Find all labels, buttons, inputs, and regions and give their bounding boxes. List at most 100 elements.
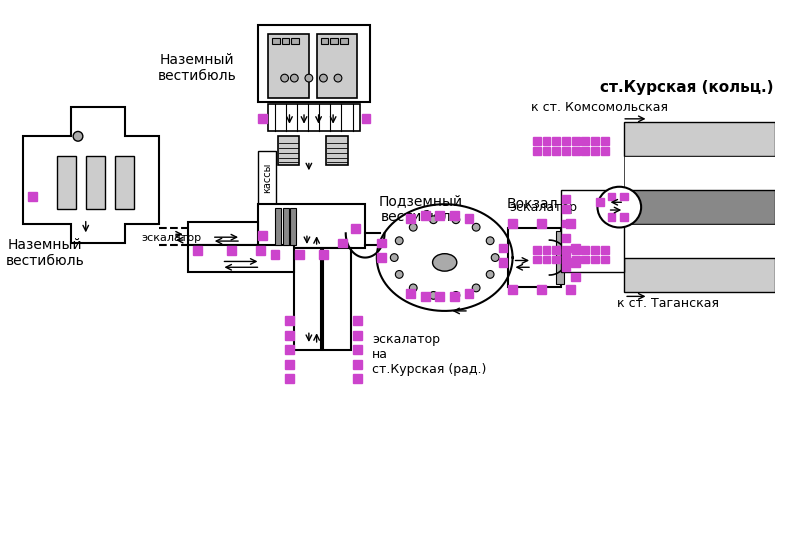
Bar — [353, 374, 362, 383]
Bar — [498, 243, 507, 252]
Bar — [562, 195, 570, 203]
Bar — [562, 234, 570, 242]
Bar — [533, 256, 540, 263]
Bar — [421, 211, 430, 220]
Bar — [465, 214, 473, 223]
Bar — [450, 292, 459, 301]
Bar — [562, 249, 570, 257]
Circle shape — [319, 74, 327, 82]
Bar — [581, 147, 589, 155]
Bar — [572, 246, 580, 254]
Bar — [57, 156, 76, 209]
Bar — [353, 316, 362, 325]
Bar — [552, 147, 560, 155]
Bar — [268, 34, 309, 98]
Bar — [543, 256, 551, 263]
Bar — [562, 147, 570, 155]
Bar — [258, 231, 267, 240]
Bar — [351, 224, 359, 233]
Bar — [561, 190, 624, 272]
Bar — [258, 25, 370, 102]
Bar — [353, 346, 362, 354]
Bar — [323, 248, 351, 350]
Text: эскалатор
на
ст.Курская (рад.): эскалатор на ст.Курская (рад.) — [372, 333, 487, 376]
Circle shape — [472, 284, 480, 292]
Bar — [601, 137, 608, 145]
Bar — [353, 360, 362, 369]
Bar — [572, 137, 580, 145]
Bar — [562, 263, 570, 271]
Bar — [86, 156, 105, 209]
Bar — [508, 285, 517, 294]
Bar — [362, 114, 371, 123]
Bar — [537, 285, 546, 294]
Bar — [591, 147, 599, 155]
Bar — [295, 250, 303, 259]
Ellipse shape — [433, 254, 457, 271]
Bar — [596, 198, 604, 206]
Bar — [508, 219, 517, 228]
Bar — [591, 246, 599, 254]
Bar — [268, 104, 360, 131]
Text: к ст. Комсомольская: к ст. Комсомольская — [531, 100, 668, 114]
Bar — [326, 136, 348, 166]
Text: Наземный
вестибюль: Наземный вестибюль — [6, 237, 85, 268]
Circle shape — [491, 254, 499, 262]
Text: эскалатор: эскалатор — [141, 233, 201, 243]
Bar — [498, 258, 507, 267]
Circle shape — [430, 216, 438, 224]
Bar — [28, 192, 37, 201]
Bar — [608, 213, 615, 221]
Bar — [533, 147, 540, 155]
Bar — [258, 204, 365, 248]
Bar — [378, 238, 386, 247]
Bar — [591, 137, 599, 145]
Bar — [465, 289, 473, 298]
Text: Вокзал: Вокзал — [506, 197, 558, 211]
Circle shape — [430, 291, 438, 299]
Circle shape — [409, 224, 417, 231]
Bar — [450, 211, 459, 220]
Circle shape — [452, 291, 460, 299]
Bar — [270, 250, 280, 259]
Bar — [285, 360, 294, 369]
Circle shape — [73, 131, 83, 141]
Bar — [601, 246, 608, 254]
Bar — [330, 38, 338, 44]
Bar — [552, 246, 560, 254]
Bar — [435, 211, 444, 220]
Text: кассы: кассы — [262, 163, 273, 193]
Bar — [571, 258, 580, 267]
Bar — [285, 346, 294, 354]
Bar — [571, 273, 580, 282]
Bar — [562, 137, 570, 145]
Circle shape — [305, 74, 313, 82]
Bar — [295, 248, 322, 350]
Bar — [624, 258, 774, 291]
Bar — [572, 256, 580, 263]
Bar — [187, 222, 258, 245]
Bar — [552, 137, 560, 145]
Text: к ст. Таганская: к ст. Таганская — [617, 296, 719, 310]
Circle shape — [390, 254, 398, 262]
Bar — [508, 229, 561, 286]
Bar — [624, 122, 774, 156]
Bar — [562, 220, 570, 227]
Bar — [562, 246, 570, 254]
Circle shape — [409, 284, 417, 292]
Bar — [285, 374, 294, 383]
Text: Подземный
вестибюль: Подземный вестибюль — [378, 194, 462, 224]
Bar — [282, 38, 289, 44]
Circle shape — [452, 216, 460, 224]
Bar — [571, 243, 580, 252]
Bar — [620, 213, 628, 221]
Bar — [291, 208, 296, 245]
Bar — [537, 219, 546, 228]
Bar — [543, 246, 551, 254]
Bar — [292, 38, 299, 44]
Bar — [319, 250, 328, 259]
Bar — [552, 256, 560, 263]
Bar — [591, 256, 599, 263]
Bar — [227, 246, 235, 255]
Bar — [556, 231, 564, 284]
